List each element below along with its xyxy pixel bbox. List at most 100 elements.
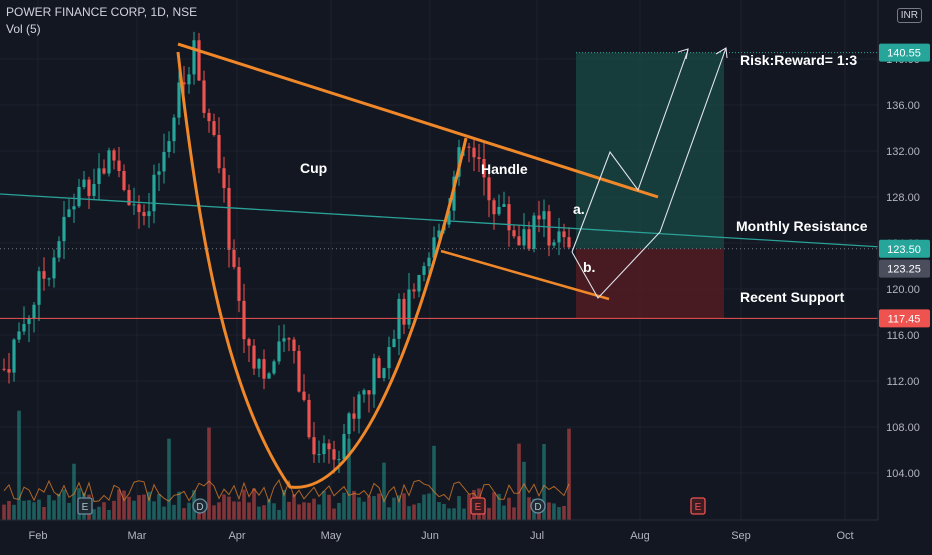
candle[interactable] — [197, 33, 201, 82]
candle[interactable] — [542, 199, 546, 238]
candle[interactable] — [162, 133, 166, 184]
candle[interactable] — [402, 292, 406, 334]
candle[interactable] — [312, 422, 316, 463]
candle[interactable] — [287, 337, 291, 352]
candle[interactable] — [362, 388, 366, 403]
candle[interactable] — [147, 192, 151, 228]
candle[interactable] — [42, 257, 46, 291]
candle[interactable] — [77, 178, 81, 208]
earnings-marker[interactable]: E — [470, 497, 486, 515]
candle[interactable] — [417, 274, 421, 298]
price-badge[interactable]: 123.50 — [879, 239, 930, 258]
candle[interactable] — [372, 353, 376, 408]
handle-lower-line[interactable] — [440, 249, 610, 301]
candle[interactable] — [87, 176, 91, 209]
candle[interactable] — [472, 137, 476, 172]
earnings-marker[interactable]: E — [77, 497, 93, 515]
candle[interactable] — [282, 324, 286, 352]
candle[interactable] — [467, 143, 471, 163]
candle[interactable] — [397, 293, 401, 356]
candle[interactable] — [32, 301, 36, 333]
candle[interactable] — [512, 224, 516, 239]
candle[interactable] — [257, 358, 261, 378]
candle[interactable] — [517, 225, 521, 246]
candle[interactable] — [12, 338, 16, 382]
volume-indicator-label[interactable]: Vol (5) — [6, 22, 41, 36]
candle[interactable] — [482, 141, 486, 196]
candle[interactable] — [332, 440, 336, 474]
monthly-resistance-line[interactable] — [0, 193, 879, 248]
candle[interactable] — [187, 66, 191, 94]
candle[interactable] — [337, 450, 341, 473]
candle[interactable] — [327, 439, 331, 464]
candle[interactable] — [212, 113, 216, 137]
candle[interactable] — [27, 315, 31, 343]
candle[interactable] — [292, 336, 296, 364]
target-zone[interactable] — [576, 52, 724, 249]
candle[interactable] — [7, 352, 11, 384]
candle[interactable] — [412, 283, 416, 299]
candle[interactable] — [422, 262, 426, 282]
candle[interactable] — [547, 204, 551, 257]
candle[interactable] — [352, 396, 356, 432]
currency-badge[interactable]: INR — [896, 8, 922, 23]
candle[interactable] — [247, 337, 251, 362]
projection-path-a[interactable] — [571, 49, 689, 253]
candle[interactable] — [532, 212, 536, 253]
candle[interactable] — [172, 114, 176, 154]
candle[interactable] — [37, 266, 41, 322]
candle[interactable] — [227, 175, 231, 268]
pattern-resistance-line[interactable] — [177, 42, 659, 199]
candle[interactable] — [322, 435, 326, 463]
candle[interactable] — [277, 325, 281, 365]
candle[interactable] — [367, 390, 371, 413]
candle[interactable] — [107, 147, 111, 177]
dividend-marker[interactable]: D — [530, 498, 546, 514]
candle[interactable] — [2, 358, 6, 372]
candle[interactable] — [387, 336, 391, 380]
candle[interactable] — [307, 393, 311, 440]
candle[interactable] — [152, 164, 156, 224]
candle[interactable] — [22, 306, 26, 335]
candle[interactable] — [232, 239, 236, 270]
candle[interactable] — [432, 226, 436, 259]
candle[interactable] — [492, 198, 496, 230]
candle[interactable] — [477, 143, 481, 172]
candle[interactable] — [567, 227, 571, 250]
price-badge[interactable]: 140.55 — [879, 43, 930, 62]
candle[interactable] — [522, 213, 526, 250]
projection-path-b[interactable] — [571, 47, 727, 299]
earnings-marker[interactable]: E — [690, 497, 706, 515]
candle[interactable] — [67, 199, 71, 218]
candle[interactable] — [437, 223, 441, 241]
candle[interactable] — [237, 257, 241, 313]
candle[interactable] — [82, 170, 86, 190]
candle[interactable] — [297, 344, 301, 393]
candle[interactable] — [272, 359, 276, 376]
dividend-marker[interactable]: D — [192, 498, 208, 514]
stop-zone[interactable] — [576, 248, 724, 319]
price-badge[interactable]: 123.25 — [879, 259, 930, 278]
candle[interactable] — [207, 108, 211, 133]
candle[interactable] — [252, 339, 256, 375]
candle[interactable] — [392, 329, 396, 348]
candle[interactable] — [262, 349, 266, 390]
candle[interactable] — [192, 31, 196, 85]
candle[interactable] — [407, 273, 411, 329]
candle[interactable] — [17, 322, 21, 343]
candle[interactable] — [487, 165, 491, 218]
candle[interactable] — [557, 217, 561, 256]
candle[interactable] — [222, 156, 226, 203]
candle[interactable] — [52, 249, 56, 288]
candle[interactable] — [92, 168, 96, 200]
candle[interactable] — [357, 391, 361, 434]
cup-curve[interactable] — [176, 51, 468, 489]
candle[interactable] — [137, 195, 141, 229]
candle[interactable] — [62, 201, 66, 259]
candle[interactable] — [317, 440, 321, 463]
candle[interactable] — [142, 204, 146, 226]
candle[interactable] — [182, 65, 186, 95]
candle[interactable] — [122, 164, 126, 192]
candle[interactable] — [502, 191, 506, 207]
